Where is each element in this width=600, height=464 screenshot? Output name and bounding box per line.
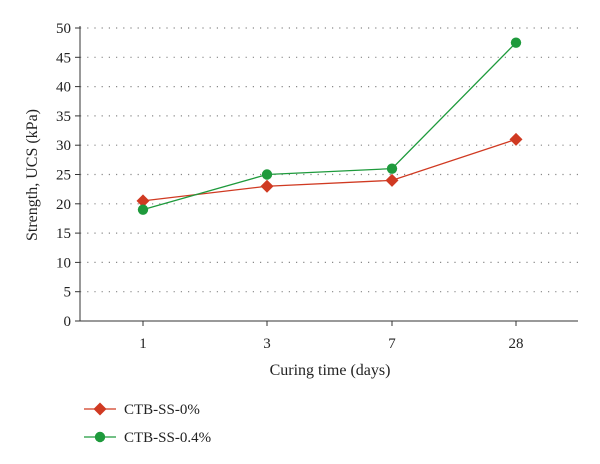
y-tick-label: 20 [56,197,71,213]
legend-item: CTB-SS-0.4% [84,430,211,446]
series-line [142,42,517,211]
y-tick-label: 10 [56,255,71,271]
data-point [385,173,399,187]
series-CTB-SS-0% [136,132,523,208]
y-tick-label: 5 [64,285,72,301]
y-tick-label: 35 [56,109,71,125]
x-axis-title: Curing time (days) [270,362,391,379]
data-point [509,132,523,146]
legend: CTB-SS-0% CTB-SS-0.4% [84,402,211,446]
data-point [136,194,150,208]
x-tick-label: 7 [388,336,396,352]
y-tick-labels: 0 5 10 15 20 25 30 35 40 45 50 [56,21,71,330]
axes [75,26,578,326]
y-tick-label: 50 [56,21,71,37]
y-tick-label: 30 [56,138,71,154]
series-CTB-SS-0.4% [137,37,522,215]
x-tick-label: 3 [263,336,271,352]
y-tick-label: 25 [56,168,71,184]
x-tick-labels: 1 3 7 28 [139,336,523,352]
y-axis-title: Strength, UCS (kPa) [24,109,41,241]
x-tick-label: 28 [509,336,524,352]
legend-label: CTB-SS-0% [124,402,200,418]
y-tick-label: 15 [56,226,71,242]
y-tick-label: 40 [56,80,71,96]
legend-item: CTB-SS-0% [84,402,200,418]
data-point [137,204,149,215]
legend-marker [94,431,106,443]
legend-label: CTB-SS-0.4% [124,430,211,446]
data-point [386,163,398,174]
data-point [261,169,273,180]
grid-lines [80,27,578,293]
legend-marker [93,402,107,416]
y-tick-label: 45 [56,50,71,66]
x-tick-label: 1 [139,336,147,352]
series-group [136,37,523,215]
data-point [260,179,274,193]
series-line [142,138,517,202]
y-tick-label: 0 [64,314,72,330]
data-point [510,37,522,48]
